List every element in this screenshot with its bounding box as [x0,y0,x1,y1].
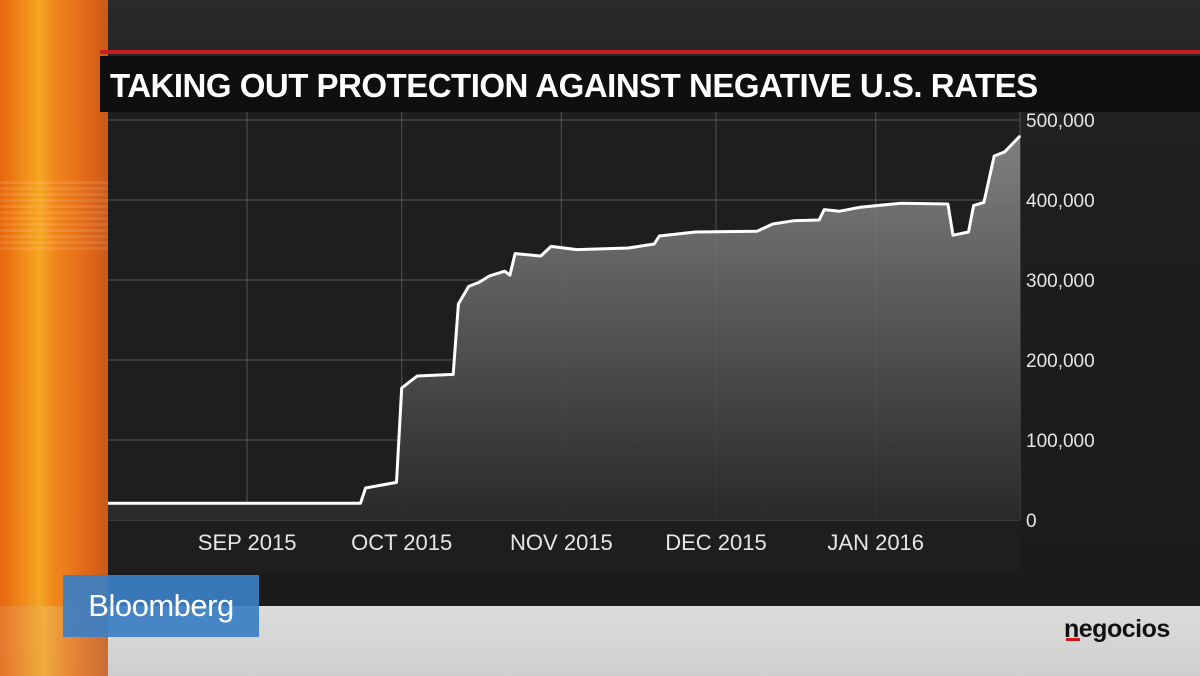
data-point [478,281,480,284]
y-tick-label: 500,000 [1026,112,1095,132]
y-tick-label: 0 [1026,511,1037,532]
data-point [503,270,506,272]
y-tick-label: 200,000 [1026,351,1095,372]
data-point [972,204,975,207]
data-point [359,502,362,505]
data-point [694,231,697,233]
data-point [514,252,516,255]
chart-panel: 0 100,000 200,000 300,000 400,000 500,000 SEP… [108,112,1120,572]
data-point [818,219,820,221]
x-tick-label: DEC 2015 [665,530,767,555]
data-point [627,247,630,249]
data-point [859,206,862,208]
data-point [488,275,491,277]
orange-side-strip [0,0,108,676]
publisher-logo: negocios [1064,615,1170,643]
title-accent-line [100,50,1200,54]
y-tick-label: 100,000 [1026,431,1095,452]
data-point [467,285,470,288]
data-point [540,255,542,257]
data-point [400,387,403,389]
data-point [1003,151,1006,153]
data-point [947,203,949,205]
data-point [792,220,795,222]
series-area [108,136,1020,520]
broadcaster-logo: Bloomberg [88,588,234,623]
x-tick-label: SEP 2015 [198,530,297,555]
data-point [452,373,455,376]
data-point [108,502,109,504]
data-point [658,235,661,237]
data-point [993,155,995,157]
chart: 0 100,000 200,000 300,000 400,000 500,000 SEP… [108,112,1095,572]
data-point [900,202,903,204]
publisher-logo-accent [1066,638,1080,641]
data-point [952,234,954,236]
data-point [653,243,655,245]
data-point [576,248,578,251]
x-tick-label: JAN 2016 [827,530,924,555]
data-point [823,208,825,211]
chart-title: TAKING OUT PROTECTION AGAINST NEGATIVE U… [110,67,1038,104]
data-point [416,375,419,377]
data-point [509,274,511,276]
x-tick-label: NOV 2015 [510,530,613,555]
data-point [550,245,552,248]
data-point [771,223,774,225]
data-point [838,210,841,212]
x-tick-label: OCT 2015 [351,530,452,555]
data-point [967,231,970,233]
data-point [457,303,460,305]
y-tick-label: 300,000 [1026,271,1095,292]
data-point [395,481,398,484]
data-point [756,230,758,232]
title-bar [100,56,1200,112]
broadcaster-logo-box [63,575,259,637]
data-point [364,487,367,489]
data-point [983,201,985,204]
data-point [1019,135,1021,137]
y-tick-label: 400,000 [1026,191,1095,212]
